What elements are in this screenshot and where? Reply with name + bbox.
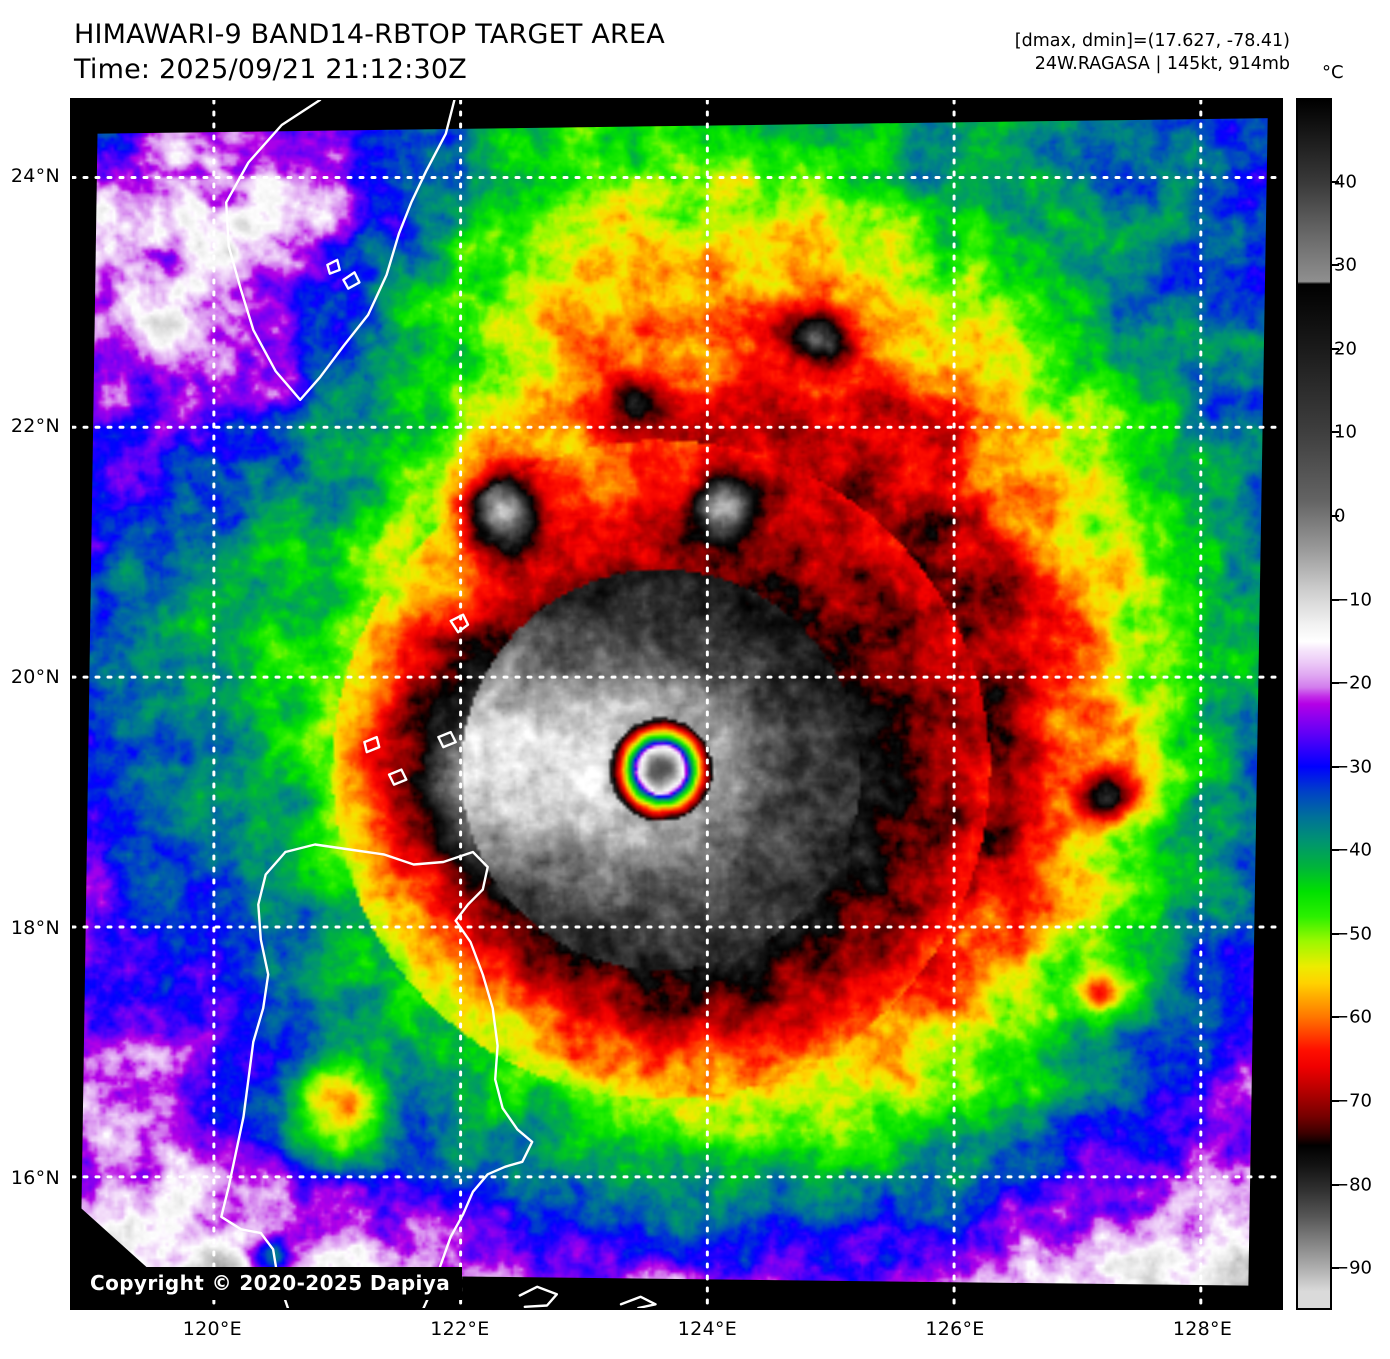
metadata-block: [dmax, dmin]=(17.627, -78.41) 24W.RAGASA… [1015,30,1290,76]
colorbar-tick-mark [1332,598,1339,601]
colorbar-tick-label: −80 [1334,1174,1372,1196]
latitude-tick-label: 16°N [10,1167,60,1190]
colorbar-tick-label: −40 [1334,839,1372,861]
satellite-image-panel[interactable]: Copyright © 2020-2025 Dapiya [70,98,1283,1310]
colorbar-tick-label: −10 [1334,589,1372,611]
page-title: HIMAWARI-9 BAND14-RBTOP TARGET AREA [74,19,665,50]
colorbar-tick-mark [1332,347,1339,350]
colorbar-tick-label: 20 [1334,338,1357,360]
latitude-tick-label: 20°N [10,666,60,689]
storm-info-text: 24W.RAGASA | 145kt, 914mb [1034,53,1290,74]
latlon-gridlines [72,100,1281,1308]
colorbar-tick-label: 40 [1334,171,1357,193]
colorbar-tick-mark [1332,932,1339,935]
colorbar-tick-mark [1332,849,1339,852]
longitude-tick-label: 128°E [1172,1318,1233,1340]
colorbar-unit-label: °C [1322,62,1344,83]
colorbar-tick-label: −90 [1334,1257,1372,1279]
colorbar: 40 30 20 10 0 −10 −20 −30 −40 −50 −60 −70 −80 −90 [1296,98,1372,1310]
colorbar-gradient [1296,98,1332,1310]
colorbar-tick-label: −70 [1334,1090,1372,1112]
colorbar-tick-mark [1332,1016,1339,1019]
colorbar-tick-mark [1332,180,1339,183]
colorbar-tick-mark [1332,682,1339,685]
title-block: HIMAWARI-9 BAND14-RBTOP TARGET AREA Time… [74,18,665,87]
colorbar-tick-label: −30 [1334,756,1372,778]
colorbar-tick-mark [1332,765,1339,768]
colorbar-tick-mark [1332,1267,1339,1270]
coastline-overlay [220,100,657,1308]
latitude-tick-label: 18°N [10,916,60,939]
colorbar-tick-label: −20 [1334,672,1372,694]
colorbar-tick-label: 10 [1334,421,1357,443]
satellite-imagery [72,100,1281,1308]
longitude-tick-label: 124°E [677,1318,738,1340]
colorbar-tick-label: −60 [1334,1006,1372,1028]
ir-brightness-temperature-field [72,100,1281,1308]
latitude-tick-label: 22°N [10,415,60,438]
latitude-tick-label: 24°N [10,164,60,187]
copyright-banner: Copyright © 2020-2025 Dapiya [80,1267,463,1300]
colorbar-tick-mark [1332,431,1339,434]
colorbar-tick-mark [1332,1183,1339,1186]
timestamp-line: Time: 2025/09/21 21:12:30Z [74,53,467,85]
colorbar-tick-mark [1332,1100,1339,1103]
dminmax-text: [dmax, dmin]=(17.627, -78.41) [1014,31,1290,51]
colorbar-tick-label: −50 [1334,923,1372,945]
longitude-tick-label: 120°E [182,1318,242,1340]
colorbar-tick-label: 30 [1334,254,1357,276]
longitude-tick-label: 126°E [925,1318,985,1340]
colorbar-tick-mark [1332,514,1339,517]
colorbar-tick-mark [1332,264,1339,267]
longitude-tick-label: 122°E [430,1318,490,1340]
colorbar-tick-label: 0 [1334,505,1346,527]
